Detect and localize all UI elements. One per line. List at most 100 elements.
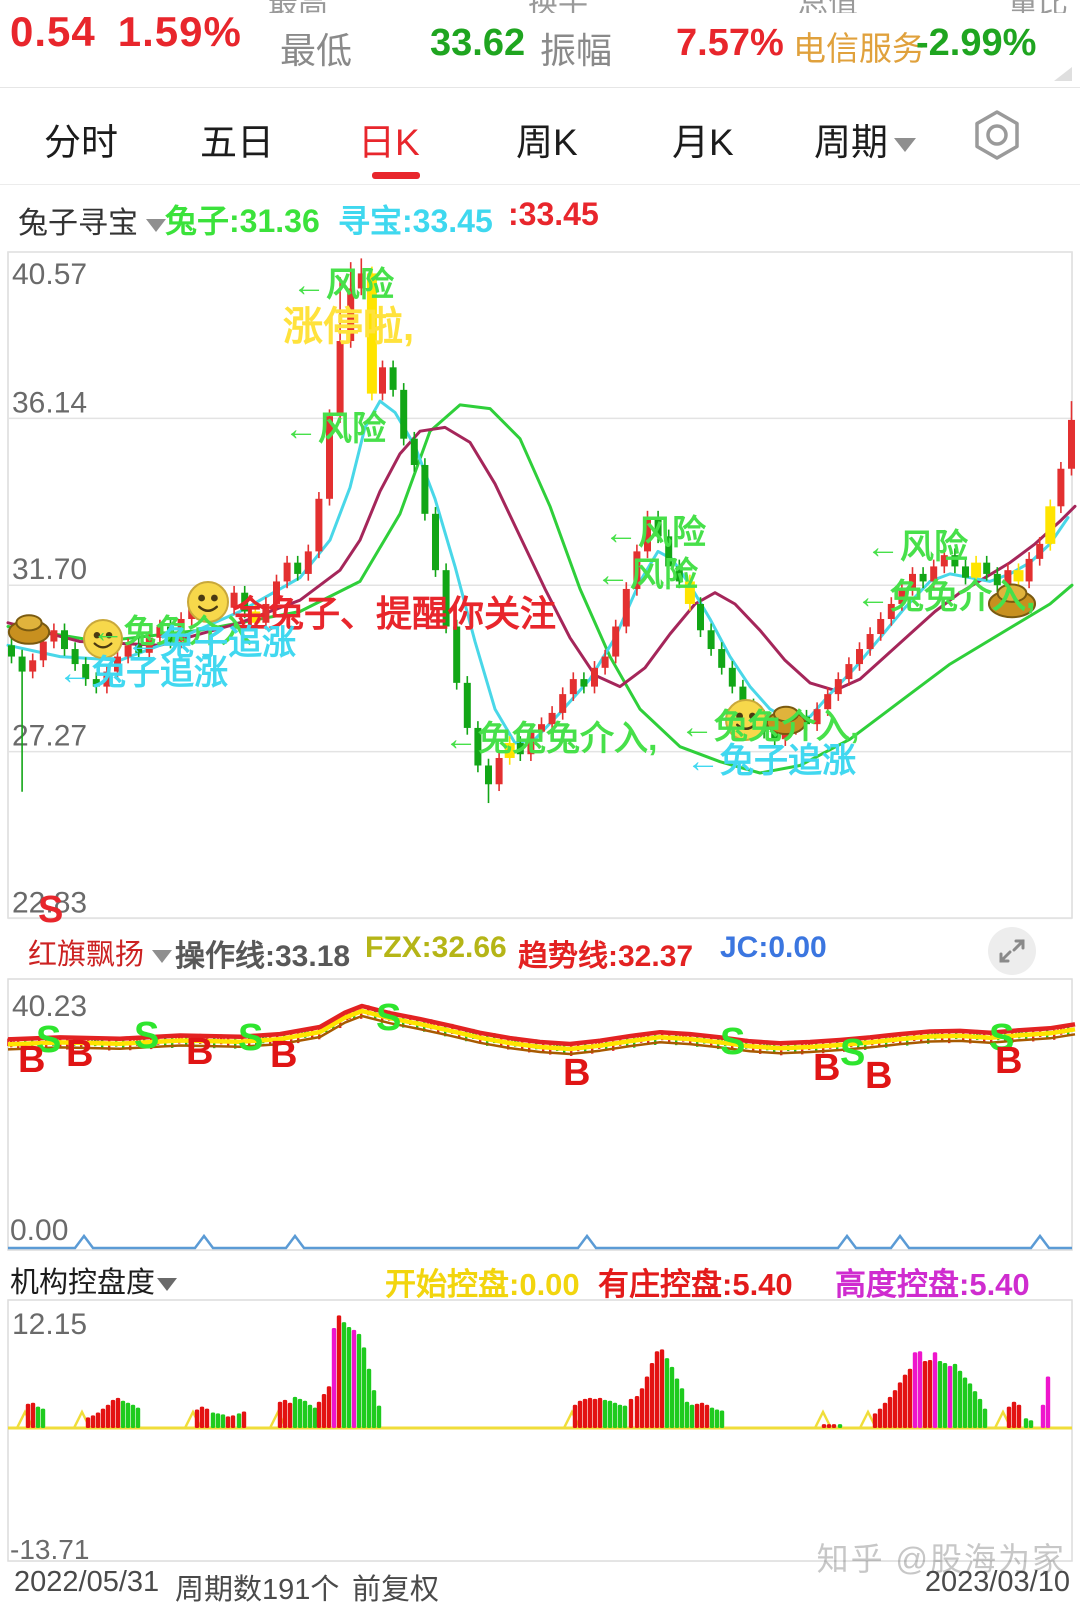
annotation-text: ←兔子追涨 <box>686 742 856 780</box>
jigou-indicator-legend: 机构控盘度 开始控盘:0.00 有庄控盘:5.40 高度控盘:5.40 <box>0 1253 1080 1302</box>
sell-marker: S <box>238 1017 263 1059</box>
quote-stat: 7.57% <box>676 22 784 64</box>
price-change: 0.54 <box>10 8 96 55</box>
hongqi-indicator-legend: 红旗飘扬 操作线:33.18 FZX:32.66 趋势线:32.37 JC:0.00 <box>0 923 1080 975</box>
annotation-text: ←兔兔介入, <box>856 578 1035 616</box>
active-tab-underline <box>372 172 420 179</box>
tab-weekly-k[interactable]: 周K <box>516 112 578 166</box>
tab-daily-k[interactable]: 日K <box>358 112 420 166</box>
sell-marker: S <box>989 1017 1014 1059</box>
price-change-pct: 1.59% <box>117 8 242 55</box>
buy-marker: B <box>270 1034 297 1076</box>
tab-label: 周K <box>516 122 578 163</box>
period-count: 周期数191个 <box>175 1574 340 1605</box>
tab-minute[interactable]: 分时 <box>44 112 118 166</box>
annotation-text: 涨停啦, <box>283 305 414 349</box>
annotation-text: S <box>38 889 63 925</box>
expand-panel-button[interactable] <box>988 927 1036 975</box>
buy-marker: B <box>865 1055 892 1097</box>
tab-label: 日K <box>358 122 420 163</box>
chevron-down-icon <box>146 218 166 232</box>
gold-rabbit-icon <box>7 614 51 645</box>
watermark: 知乎 @股海为家 <box>816 1541 1066 1577</box>
jigou-chart[interactable]: 12.15 -13.71 <box>0 1297 1080 1565</box>
tab-five-day[interactable]: 五日 <box>200 112 274 166</box>
adjust-mode-toggle[interactable]: 前复权 <box>352 1574 440 1605</box>
quote-stat: 电信服务 <box>793 30 925 67</box>
indicator-selector[interactable]: 兔子寻宝 <box>18 198 166 242</box>
end-date: 2023/03/10 <box>924 1566 1070 1598</box>
sell-marker: S <box>720 1021 745 1063</box>
clipped-top-row: 最高 换手 总值 量比 <box>0 0 1080 13</box>
panel-frame <box>7 1299 1073 1562</box>
clipped-label: 量比 <box>1008 0 1068 13</box>
quote-header: 最高 换手 总值 量比 0.54 1.59% 最低 33.62 振幅 7.57%电信服务-2.… <box>0 0 1080 88</box>
clipped-label: 总值 <box>798 0 858 13</box>
main-indicator-legend: 兔子寻宝 兔子:31.36 寻宝:33.45:33.45 <box>0 190 1080 245</box>
y-axis-label: 40.23 <box>12 990 87 1023</box>
y-axis-label: 12.15 <box>12 1308 87 1341</box>
annotation-text: ←兔兔介入 <box>92 613 252 649</box>
quote-stat: -2.99% <box>916 22 1037 64</box>
y-axis-label: 22.83 <box>12 886 87 919</box>
buy-marker: B <box>995 1040 1022 1082</box>
header-more-indicator[interactable] <box>1054 67 1072 81</box>
sell-marker: S <box>134 1015 159 1057</box>
settings-gear-icon <box>975 110 1019 160</box>
indicator-value: FZX:32.66 <box>365 931 507 964</box>
annotation-text: ←兔兔兔介入, <box>444 720 657 758</box>
clipped-label: 换手 <box>528 0 588 13</box>
sell-marker: S <box>840 1032 865 1074</box>
chevron-down-icon <box>894 138 916 153</box>
buy-marker: B <box>186 1031 213 1073</box>
quote-stat: 振幅 <box>540 30 613 71</box>
gold-rabbit-icon <box>987 583 1037 619</box>
annotation-text: ←风险 <box>866 527 969 566</box>
buy-marker: B <box>813 1047 840 1089</box>
jigou-selector[interactable]: 机构控盘度 <box>10 1259 178 1301</box>
y-axis-label: 40.57 <box>12 258 87 291</box>
quote-stat: 33.62 <box>430 22 526 64</box>
period-tabbar: 分时 五日 日K 周K 月K 周期 <box>0 88 1080 185</box>
annotation-text: ←风险 <box>604 513 707 552</box>
quote-stat: 最低 <box>280 30 353 71</box>
chevron-down-icon <box>157 1277 178 1291</box>
indicator-value: 高度控盘:5.40 <box>835 1267 1030 1302</box>
chart-annotations: ←风险涨停啦,←风险←风险←风险←风险←兔兔介入,金兔子、提醒你关注←兔兔介入←… <box>38 265 1035 925</box>
sell-marker: S <box>376 997 401 1039</box>
tab-monthly-k[interactable]: 月K <box>672 112 734 166</box>
y-axis-label: 36.14 <box>12 386 87 419</box>
tab-label: 五日 <box>200 122 274 163</box>
clipped-label: 最高 <box>268 0 328 13</box>
price-change-block: 0.54 1.59% <box>10 8 264 56</box>
annotation-text: ←兔子追涨 <box>58 654 228 692</box>
start-date: 2022/05/31 <box>14 1566 160 1598</box>
indicator-value: 操作线:33.18 <box>175 940 351 973</box>
hongqi-selector[interactable]: 红旗飘扬 <box>28 931 173 973</box>
tab-label: 分时 <box>44 122 118 163</box>
indicator-value: 有庄控盘:5.40 <box>598 1267 793 1302</box>
indicator-value: JC:0.00 <box>720 931 827 964</box>
annotation-text: ←风险 <box>292 265 395 304</box>
annotation-text: ←兔子追涨 <box>126 624 296 662</box>
smiley-icon <box>83 619 123 659</box>
indicator-value: 开始控盘:0.00 <box>385 1267 580 1302</box>
fullscreen-expand-icon <box>999 939 1025 963</box>
tab-label: 月K <box>672 122 734 163</box>
gold-rabbit-icon <box>765 705 807 735</box>
annotation-text: ←兔兔介入, <box>680 708 859 746</box>
main-kline-chart[interactable]: 40.5736.1431.7027.2722.83←风险涨停啦,←风险←风险←风… <box>0 245 1080 925</box>
chart-settings-button[interactable] <box>966 104 1028 166</box>
smiley-icon <box>725 699 767 741</box>
chart-icons <box>7 581 1037 741</box>
chart-footer: 2022/05/31 周期数191个 前复权 2023/03/10 <box>0 1562 1080 1605</box>
chevron-down-icon <box>152 949 173 963</box>
y-axis-label: -13.71 <box>10 1534 89 1565</box>
smiley-icon <box>187 581 229 623</box>
y-axis-label: 27.27 <box>12 720 87 753</box>
sell-marker: S <box>36 1019 61 1061</box>
tab-period[interactable]: 周期 <box>814 112 916 166</box>
